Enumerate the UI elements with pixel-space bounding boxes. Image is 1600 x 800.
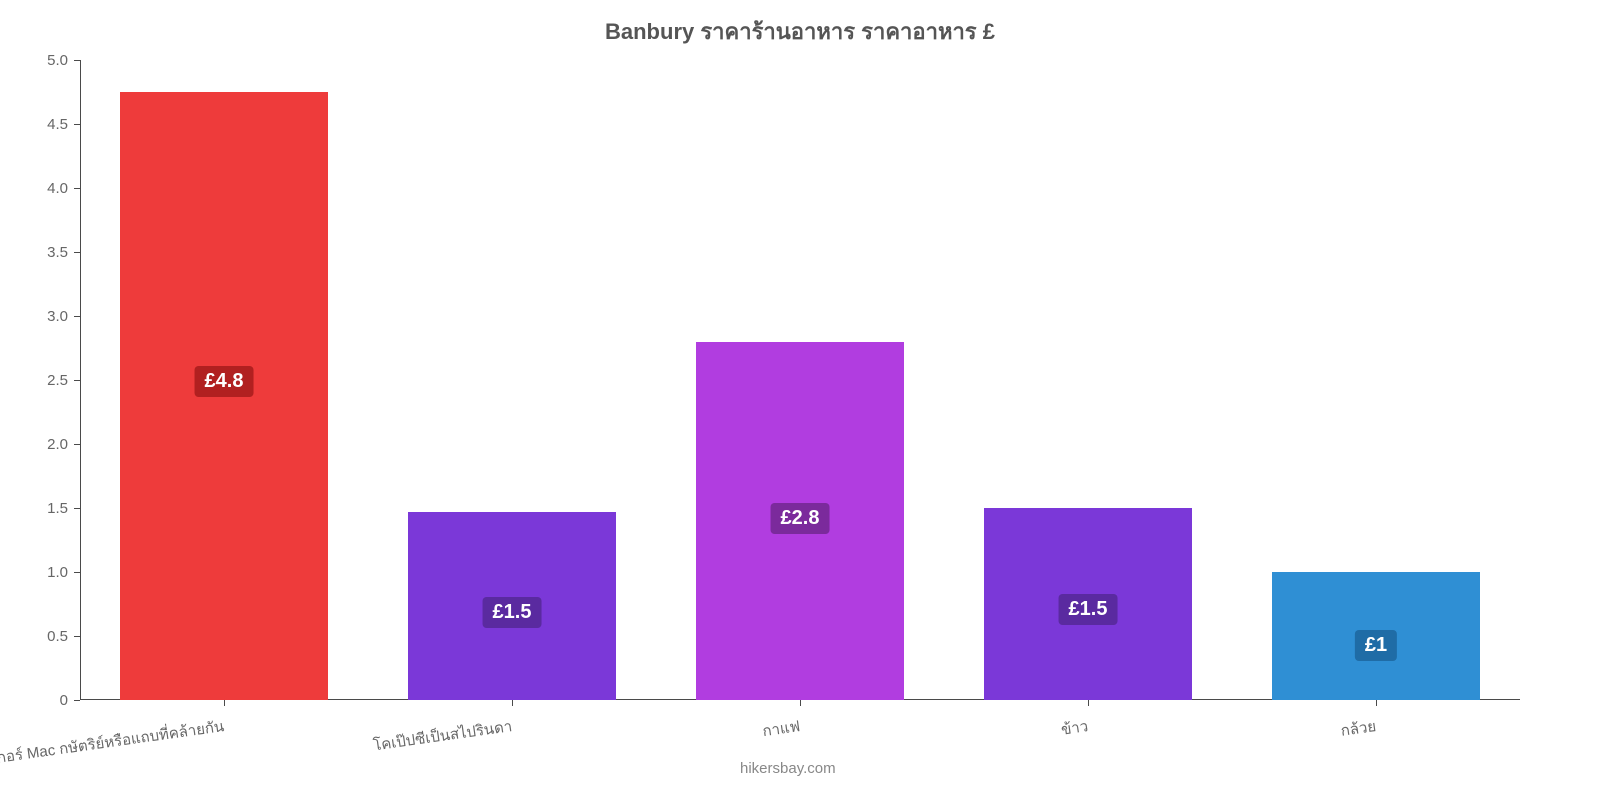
- bar-value-label: £1: [1355, 630, 1397, 661]
- y-tick-label: 0.5: [47, 628, 68, 645]
- y-tick-label: 1.0: [47, 564, 68, 581]
- x-tick: [800, 700, 801, 706]
- x-tick-label: กล้วย: [1339, 714, 1377, 743]
- y-tick: [74, 572, 80, 573]
- watermark: hikersbay.com: [740, 760, 836, 777]
- bar-value-label: £1.5: [1059, 594, 1118, 625]
- y-tick: [74, 444, 80, 445]
- y-axis: [80, 60, 81, 700]
- y-tick-label: 2.5: [47, 372, 68, 389]
- bar-value-label: £4.8: [195, 366, 254, 397]
- y-tick-label: 5.0: [47, 52, 68, 69]
- x-tick-label: โคเป๊ปซีเป็นสไปรินดา: [372, 714, 514, 757]
- y-tick: [74, 700, 80, 701]
- bar-value-label: £1.5: [483, 597, 542, 628]
- y-tick: [74, 316, 80, 317]
- x-tick-label: ข้าว: [1059, 714, 1089, 742]
- y-tick-label: 3.0: [47, 308, 68, 325]
- x-tick: [224, 700, 225, 706]
- y-tick-label: 3.5: [47, 244, 68, 261]
- x-tick-label: เบอร์เกอร์ Mac กษัตริย์หรือแถบที่คล้ายกั…: [0, 714, 226, 775]
- x-tick-label: กาแฟ: [761, 714, 802, 743]
- y-tick: [74, 636, 80, 637]
- bar-value-label: £2.8: [771, 503, 830, 534]
- chart-container: Banbury ราคาร้านอาหาร ราคาอาหาร £ £4.8 £1…: [0, 0, 1600, 800]
- x-tick: [1088, 700, 1089, 706]
- x-tick: [512, 700, 513, 706]
- y-tick-label: 4.5: [47, 116, 68, 133]
- y-tick-label: 4.0: [47, 180, 68, 197]
- y-tick-label: 0: [60, 692, 68, 709]
- y-tick: [74, 252, 80, 253]
- y-tick: [74, 124, 80, 125]
- y-tick-label: 2.0: [47, 436, 68, 453]
- y-tick: [74, 188, 80, 189]
- y-tick: [74, 508, 80, 509]
- chart-title: Banbury ราคาร้านอาหาร ราคาอาหาร £: [0, 14, 1600, 49]
- y-tick: [74, 380, 80, 381]
- plot-area: £4.8 £1.5 £2.8 £1.5 £1: [80, 60, 1520, 700]
- y-tick: [74, 60, 80, 61]
- x-tick: [1376, 700, 1377, 706]
- y-tick-label: 1.5: [47, 500, 68, 517]
